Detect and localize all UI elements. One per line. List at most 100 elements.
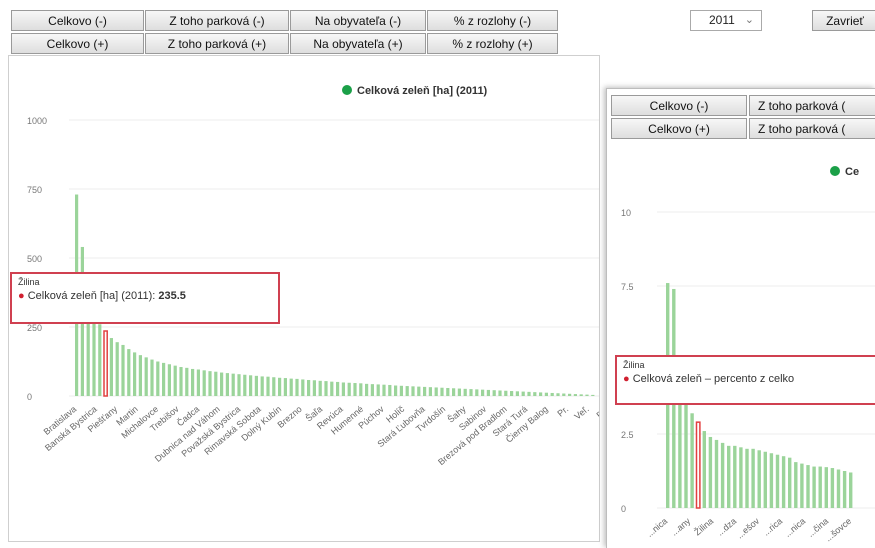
bar: [382, 384, 386, 396]
bar: [457, 388, 461, 396]
bar: [550, 392, 554, 396]
bar: [376, 384, 380, 396]
bar: [757, 450, 761, 508]
year-select[interactable]: 2011 ⌄: [690, 10, 762, 31]
bar: [428, 387, 432, 396]
bar: [336, 381, 340, 396]
secondary-parkova-plus-button[interactable]: Z toho parková (: [749, 118, 875, 139]
bar: [318, 380, 322, 396]
celkovo-plus-button[interactable]: Celkovo (+): [11, 33, 144, 54]
bar: [121, 344, 125, 396]
na-obyvatela-plus-button[interactable]: Na obyvateľa (+): [290, 33, 426, 54]
bar: [579, 394, 583, 396]
bar: [231, 373, 235, 396]
bar: [842, 471, 847, 508]
bar: [324, 381, 328, 396]
bar: [812, 466, 816, 508]
close-button[interactable]: Zavrieť: [812, 10, 875, 31]
y-tick-label: 250: [27, 323, 42, 333]
bar: [359, 383, 363, 396]
bar: [103, 330, 108, 397]
secondary-tooltip-title: Žilina: [623, 360, 645, 370]
celkovo-minus-button[interactable]: Celkovo (-): [11, 10, 144, 31]
secondary-parkova-minus-button[interactable]: Z toho parková (: [749, 95, 875, 116]
bar: [498, 390, 502, 396]
bar: [254, 375, 258, 396]
bar: [278, 377, 282, 396]
secondary-celkovo-plus-button[interactable]: Celkovo (+): [611, 118, 747, 139]
parkova-plus-button[interactable]: Z toho parková (+): [145, 33, 289, 54]
bar: [836, 469, 841, 508]
bar: [440, 387, 444, 396]
bar: [486, 389, 490, 396]
bar: [365, 383, 369, 396]
bar: [150, 359, 154, 396]
bar: [533, 392, 537, 396]
bar: [702, 431, 706, 508]
bar: [156, 361, 160, 396]
bar: [295, 378, 299, 396]
rozloha-plus-button[interactable]: % z rozlohy (+): [427, 33, 558, 54]
bar: [417, 386, 421, 396]
bar: [312, 380, 316, 396]
bar: [849, 472, 853, 508]
year-select-value: 2011: [709, 13, 735, 27]
bar: [452, 388, 456, 396]
bar: [684, 401, 688, 508]
y-tick-label: 2.5: [621, 430, 634, 440]
bar: [283, 378, 287, 396]
bar: [86, 280, 90, 396]
bar: [788, 457, 792, 508]
bar: [423, 386, 427, 396]
parkova-minus-button[interactable]: Z toho parková (-): [145, 10, 289, 31]
bar: [573, 394, 577, 396]
bar: [260, 376, 264, 396]
bar: [144, 357, 148, 396]
bar: [763, 451, 767, 508]
na-obyvatela-minus-button[interactable]: Na obyvateľa (-): [290, 10, 426, 31]
main-chart-panel: Celková zeleň [ha] (2011) 1000 750 500 250 0 B…: [8, 55, 611, 542]
main-tooltip: Žilina ● Celková zeleň [ha] (2011): 235.…: [10, 272, 280, 324]
bar: [399, 385, 403, 396]
x-tick-label: ...rica: [761, 516, 784, 538]
bar: [733, 445, 737, 508]
bar: [162, 362, 166, 396]
bar: [800, 463, 804, 508]
bar: [191, 368, 195, 396]
bar: [220, 372, 224, 396]
bar: [133, 352, 137, 396]
tooltip-value: 235.5: [158, 290, 186, 302]
y-tick-label: 0: [27, 392, 32, 402]
bar: [370, 384, 374, 396]
bar: [769, 453, 774, 508]
bar: [446, 387, 450, 396]
bar: [179, 367, 183, 396]
rozloha-minus-button[interactable]: % z rozlohy (-): [427, 10, 558, 31]
bar: [475, 389, 479, 396]
x-tick-label: Žilina: [692, 516, 715, 537]
secondary-chart: Ce107.552.50...nica...anyŽilina...dza...…: [621, 166, 875, 543]
bar: [745, 448, 749, 508]
bar: [690, 413, 694, 508]
tooltip-series-dot-icon: ●: [18, 290, 25, 302]
bar: [347, 382, 351, 396]
bar: [341, 382, 345, 396]
bar: [167, 364, 171, 396]
bar: [272, 377, 276, 396]
y-tick-label: 750: [27, 185, 42, 195]
secondary-tooltip: Žilina ● Celková zeleň – percento z celk…: [615, 355, 875, 405]
bar: [714, 439, 719, 508]
bar: [562, 393, 566, 396]
bar: [115, 342, 119, 396]
bar: [504, 390, 508, 396]
bar: [330, 381, 334, 396]
bar: [469, 389, 473, 396]
bar: [695, 421, 701, 509]
bar: [185, 367, 189, 396]
bar: [225, 373, 229, 396]
bar: [289, 378, 293, 396]
secondary-celkovo-minus-button[interactable]: Celkovo (-): [611, 95, 747, 116]
y-tick-label: 500: [27, 254, 42, 264]
bar: [405, 386, 409, 396]
x-tick-label: ...nica: [644, 516, 669, 539]
